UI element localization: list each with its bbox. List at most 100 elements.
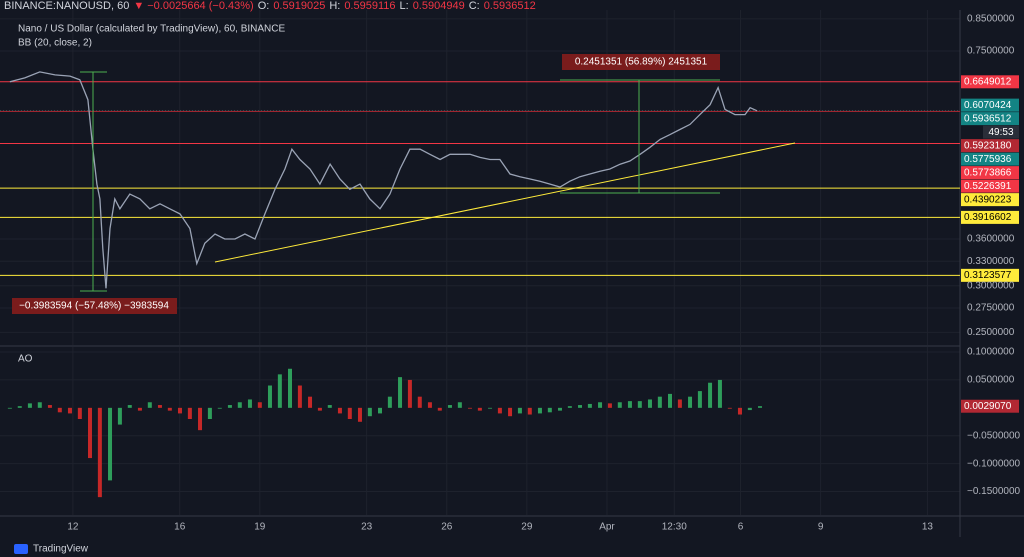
price-label: 0.4390223 [964,194,1012,205]
x-tick-label: Apr [599,522,615,533]
x-tick-label: 9 [818,522,824,533]
y-tick-label: 0.3300000 [967,256,1015,267]
y-tick-label: −0.1000000 [967,458,1021,469]
ao-bar [598,402,603,408]
y-tick-label: 0.8500000 [967,14,1015,25]
price-label: 0.6070424 [964,100,1012,111]
ao-bar [497,407,502,414]
price-label-box [961,98,1019,112]
measure-box [12,298,177,314]
countdown: 49:53 [988,127,1013,138]
ao-bar [87,407,92,459]
brand-name: TradingView [33,544,89,555]
price-line [9,71,758,289]
ohlc-label: L: [399,0,409,12]
ao-bar [527,407,532,415]
x-tick-label: 6 [738,522,744,533]
ao-bar [547,407,552,413]
ao-bar [227,405,232,408]
ao-bar [67,407,72,414]
price-label-box [961,166,1019,180]
price-label-box [961,112,1019,126]
ao-bar [327,405,332,408]
price-label: 0.5923180 [964,140,1012,151]
indicator-legend: AO [18,354,33,365]
ao-bar [617,402,622,408]
ao-bar [557,407,562,411]
x-tick-label: 23 [361,522,373,533]
ao-bar [357,407,362,422]
ao-bar [137,407,142,411]
ao-bar [187,407,192,419]
y-tick-label: 0.2750000 [967,303,1015,314]
ao-bar [647,399,652,408]
ao-bar [77,407,82,419]
y-tick-label: 0.3600000 [967,234,1015,245]
x-tick-label: 12 [67,522,79,533]
series-legend: Nano / US Dollar (calculated by TradingV… [18,24,285,35]
ao-bar [657,396,662,408]
indicator-legend: BB (20, close, 2) [18,38,92,49]
ao-bar [717,379,722,408]
ao-bar [567,406,572,408]
y-tick-label: −0.0500000 [967,430,1021,441]
measure-text: −0.3983594 (−57.48%) −3983594 [19,301,169,312]
y-tick-label: 0.3000000 [967,280,1015,291]
ao-bar [377,407,382,414]
ao-bar [367,407,372,417]
ao-bar [627,401,632,408]
price-label: 0.3916602 [964,212,1012,223]
symbol: BINANCE:NANOUSD, 60 [4,0,130,12]
ao-bar [217,407,222,409]
ohlc-label: H: [329,0,341,12]
change: ▼ −0.0025664 (−0.43%) [133,0,254,12]
grid [0,10,960,515]
ao-bar [237,402,242,408]
ao-bar [667,393,672,408]
ao-bar [437,407,442,411]
ao-bar [488,407,493,409]
ao-bar [108,407,113,481]
ao-bar [127,405,132,408]
ao-bar [747,407,752,411]
ohlc-label: O: [257,0,270,12]
x-tick-label: 29 [521,522,533,533]
ao-bar [157,405,162,408]
levels: 0.6649012 0.6070424 0.5936512 49:53 0.592318… [0,75,1019,413]
price-label-box [961,268,1019,282]
ao-bar [97,407,102,498]
ao-bar [427,402,432,408]
ao-bar [57,407,62,413]
price-label: 0.3123577 [964,270,1012,281]
ao-bar [147,402,152,408]
ao-bar [37,402,42,408]
ao-bar [117,407,122,425]
ao-bar [308,396,313,408]
ao-bar [578,405,583,408]
price-label-box [961,179,1019,193]
y-tick-label: −0.1500000 [967,486,1021,497]
ao-bar [267,385,272,408]
ao-bar [177,407,182,414]
ohlc-value: 0.5936512 [483,0,536,12]
y-tick-label: 0.2500000 [967,327,1015,338]
ao-bar [727,407,732,409]
price-label: 0.5775936 [964,154,1012,165]
ao-bar [17,406,22,408]
measure-box [562,54,720,70]
measure-text: 0.2451351 (56.89%) 2451351 [575,57,708,68]
ao-bar [587,403,592,408]
price-label-box [961,139,1019,153]
ao-bar [517,407,522,414]
marks [7,71,762,498]
ao-bar [708,382,713,408]
ohlc-value: 0.5959116 [344,0,396,12]
price-label: 0.6649012 [964,76,1012,87]
price-label: 0.5773866 [964,167,1012,178]
y-tick-label: 0.0500000 [967,375,1015,386]
y-tick-label: 0.7500000 [967,46,1015,57]
ao-bar [167,407,172,411]
ao-bar [417,396,422,408]
price-label-box [961,75,1019,89]
